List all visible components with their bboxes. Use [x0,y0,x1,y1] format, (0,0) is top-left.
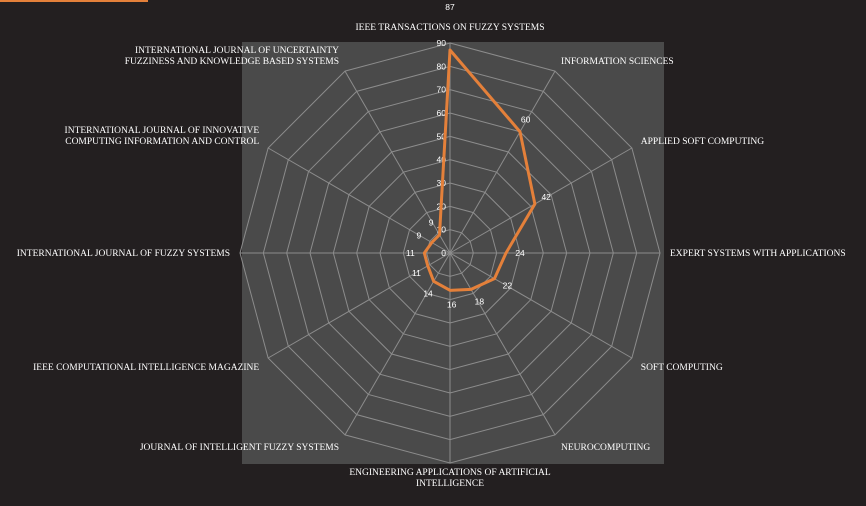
tick-label: 10 [437,225,447,235]
category-label-line: FUZZINESS AND KNOWLEDGE BASED SYSTEMS [125,57,339,67]
tick-label: 80 [437,61,447,71]
category-label: NEUROCOMPUTING [561,443,650,453]
value-label: 9 [429,218,434,228]
category-label-line: EXPERT SYSTEMS WITH APPLICATIONS [670,249,846,259]
spoke-10 [267,147,451,254]
value-label: 87 [445,2,455,12]
category-label-line: INTERNATIONAL JOURNAL OF FUZZY SYSTEMS [17,249,230,259]
tick-label: 90 [437,38,447,48]
value-label: 18 [475,296,485,306]
category-label: JOURNAL OF INTELLIGENT FUZZY SYSTEMS [140,443,339,453]
spoke-1 [449,70,556,254]
category-label: INTERNATIONAL JOURNAL OF UNCERTAINTY FUZZ… [125,46,339,67]
value-label: 14 [423,288,433,298]
category-label-line: COMPUTING INFORMATION AND CONTROL [65,137,259,147]
category-label: SOFT COMPUTING [641,363,723,373]
tick-label: 40 [437,155,447,165]
category-label-line: ENGINEERING APPLICATIONS OF ARTIFICIAL [349,468,551,478]
category-label: IEEE COMPUTATIONAL INTELLIGENCE MAGAZINE [33,363,259,373]
category-label: ENGINEERING APPLICATIONS OF ARTIFICIAL IN… [349,468,551,489]
accent-bar [0,0,148,2]
spoke-7 [344,252,451,436]
value-label: 22 [503,281,513,291]
category-label-line: JOURNAL OF INTELLIGENT FUZZY SYSTEMS [140,443,339,453]
tick-label: 0 [441,248,446,258]
radar-grid [239,42,661,464]
category-label-line: NEUROCOMPUTING [561,443,650,453]
value-label: 11 [406,248,415,258]
spoke-5 [449,252,556,436]
spoke-4 [449,252,633,359]
tick-label: 50 [437,131,447,141]
value-label: 11 [412,268,421,278]
category-label: INTERNATIONAL JOURNAL OF INNOVATIVE COMPU… [65,126,260,147]
value-label: 42 [541,192,551,202]
category-label: INFORMATION SCIENCES [561,57,674,67]
category-label-line: INTERNATIONAL JOURNAL OF INNOVATIVE [65,126,260,136]
category-label: EXPERT SYSTEMS WITH APPLICATIONS [670,249,846,259]
spoke-8 [267,252,451,359]
radar-series [422,48,537,292]
category-label-line: INTERNATIONAL JOURNAL OF UNCERTAINTY [135,46,339,56]
tick-label: 70 [437,85,447,95]
value-label: 60 [521,115,531,125]
category-label-line: INFORMATION SCIENCES [561,57,674,67]
category-label: IEEE TRANSACTIONS ON FUZZY SYSTEMS [356,23,545,33]
series-line [422,48,537,292]
category-label: INTERNATIONAL JOURNAL OF FUZZY SYSTEMS [17,249,230,259]
category-labels: IEEE TRANSACTIONS ON FUZZY SYSTEMS INFORM… [17,23,846,489]
value-label: 16 [447,299,457,309]
value-label: 24 [515,248,525,258]
category-label-line: IEEE COMPUTATIONAL INTELLIGENCE MAGAZINE [33,363,259,373]
category-label: APPLIED SOFT COMPUTING [641,137,764,147]
tick-label: 60 [437,108,447,118]
category-label-line: APPLIED SOFT COMPUTING [641,137,764,147]
category-label-line: IEEE TRANSACTIONS ON FUZZY SYSTEMS [356,23,545,33]
spoke-11 [344,70,451,254]
value-label: 9 [417,231,422,241]
spoke-2 [449,147,633,254]
category-label-line: INTELLIGENCE [416,479,484,489]
category-label-line: SOFT COMPUTING [641,363,723,373]
